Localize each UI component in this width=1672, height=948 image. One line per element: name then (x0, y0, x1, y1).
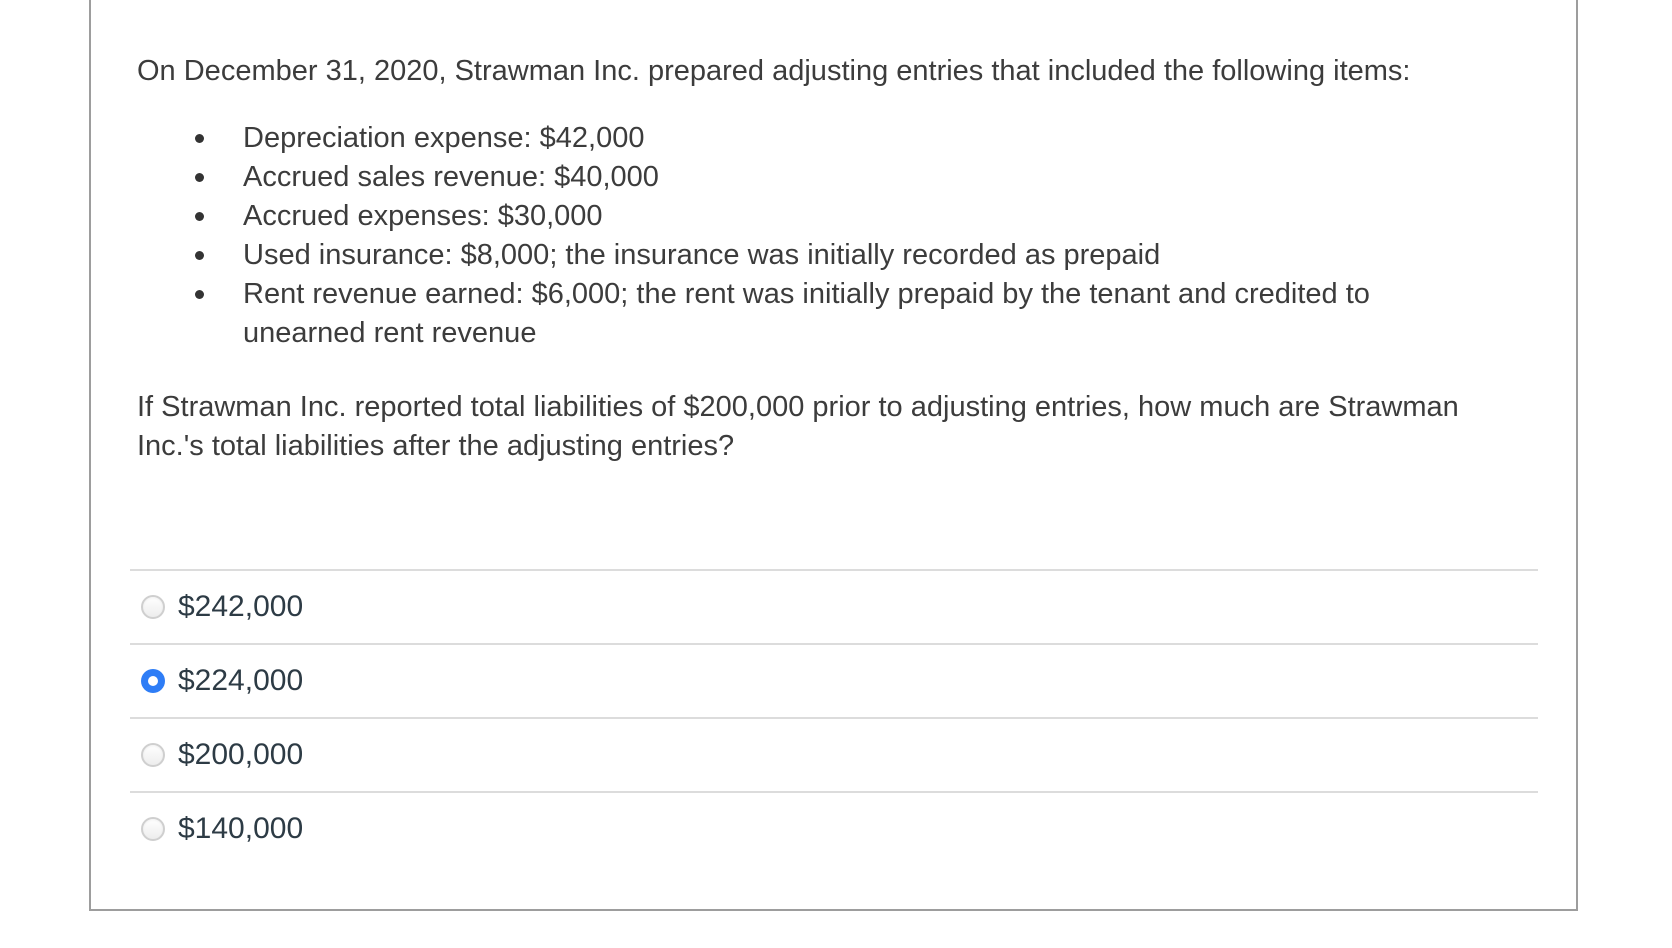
question-prompt: If Strawman Inc. reported total liabilit… (137, 391, 1459, 462)
question-body: On December 31, 2020, Strawman Inc. prep… (91, 0, 1576, 466)
answer-option-label: $140,000 (178, 812, 304, 845)
adjusting-item: Used insurance: $8,000; the insurance wa… (137, 236, 1487, 275)
answer-option-200000[interactable]: $200,000 (130, 717, 1538, 791)
question-card: On December 31, 2020, Strawman Inc. prep… (89, 0, 1578, 911)
adjusting-item: Accrued sales revenue: $40,000 (137, 158, 1487, 197)
question-intro: On December 31, 2020, Strawman Inc. prep… (137, 55, 1411, 87)
answer-option-label: $242,000 (178, 590, 304, 623)
radio-selected-icon[interactable] (141, 669, 165, 693)
radio-unselected-icon[interactable] (141, 743, 165, 767)
adjusting-item: Accrued expenses: $30,000 (137, 197, 1487, 236)
answer-option-242000[interactable]: $242,000 (130, 569, 1538, 643)
radio-unselected-icon[interactable] (141, 817, 165, 841)
adjusting-items-list: Depreciation expense: $42,000 Accrued sal… (137, 119, 1487, 353)
radio-unselected-icon[interactable] (141, 595, 165, 619)
answer-option-224000[interactable]: $224,000 (130, 643, 1538, 717)
answer-options: $242,000 $224,000 $200,000 $140,000 (130, 569, 1538, 865)
answer-option-label: $224,000 (178, 664, 304, 697)
answer-option-label: $200,000 (178, 738, 304, 771)
answer-option-140000[interactable]: $140,000 (130, 791, 1538, 865)
adjusting-item: Rent revenue earned: $6,000; the rent wa… (137, 275, 1487, 353)
adjusting-item: Depreciation expense: $42,000 (137, 119, 1487, 158)
